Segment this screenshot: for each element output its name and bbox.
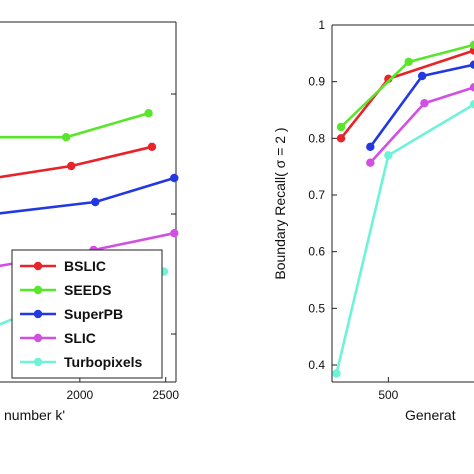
data-point-slic — [366, 158, 375, 167]
series-line-bslic — [0, 145, 153, 179]
legend-swatch-marker — [33, 309, 43, 319]
data-point-turbopixels — [332, 369, 341, 378]
data-point-superpb — [366, 142, 375, 152]
data-point-slic — [469, 83, 474, 92]
legend-label: SLIC — [64, 330, 96, 346]
data-point-bslic — [67, 161, 76, 171]
data-point-superpb — [417, 71, 427, 81]
legend-swatch-marker — [33, 333, 43, 343]
data-point-superpb — [91, 197, 100, 207]
data-point-seeds — [404, 57, 413, 67]
y-tick-label: 0.5 — [308, 301, 325, 315]
data-point-slic — [420, 99, 429, 108]
data-point-bslic — [147, 142, 157, 151]
data-point-seeds — [469, 40, 474, 50]
y-tick-label: 1 — [318, 18, 325, 32]
legend-label: SuperPB — [64, 306, 123, 322]
data-point-superpb — [170, 173, 179, 183]
y-axis-label: Boundary Recall( σ = 2 ) — [272, 127, 288, 279]
legend-swatch-marker — [33, 357, 43, 367]
series-line-seeds — [0, 111, 149, 139]
legend-swatch-marker — [33, 285, 43, 295]
x-tick-label: 2500 — [152, 388, 179, 402]
data-point-seeds — [61, 133, 71, 142]
x-tick-label: 2000 — [66, 388, 93, 402]
legend-label: Turbopixels — [64, 354, 143, 370]
y-tick-label: 0.8 — [308, 131, 325, 145]
x-tick-label: 500 — [378, 388, 398, 402]
legend-label: BSLIC — [64, 258, 106, 274]
legend-label: SEEDS — [64, 282, 111, 298]
data-point-turbopixels — [384, 151, 393, 160]
y-tick-label: 0.9 — [308, 75, 325, 89]
left-chart: 2000 2500 number k' BSLIC SEEDS SuperPB SLIC Tu… — [0, 21, 179, 423]
y-tick-label: 0.4 — [308, 358, 325, 372]
y-tick-label: 0.7 — [308, 188, 325, 202]
data-point-seeds — [336, 122, 346, 132]
y-tick-label: 0.6 — [308, 245, 325, 259]
data-point-slic — [170, 229, 179, 238]
right-chart: 500 0.4 0.5 0.6 0.7 0.8 0.9 1 Generat Boundary Re… — [272, 18, 474, 423]
data-point-superpb — [469, 60, 474, 69]
x-axis-label: number k' — [4, 407, 65, 423]
x-axis-label: Generat — [405, 407, 456, 423]
data-point-seeds — [144, 109, 153, 118]
data-point-bslic — [336, 134, 346, 143]
series-line-superpb — [0, 176, 175, 215]
legend-swatch-marker — [33, 261, 43, 271]
series-line-turbopixels — [335, 103, 474, 374]
data-point-turbopixels — [469, 100, 474, 109]
